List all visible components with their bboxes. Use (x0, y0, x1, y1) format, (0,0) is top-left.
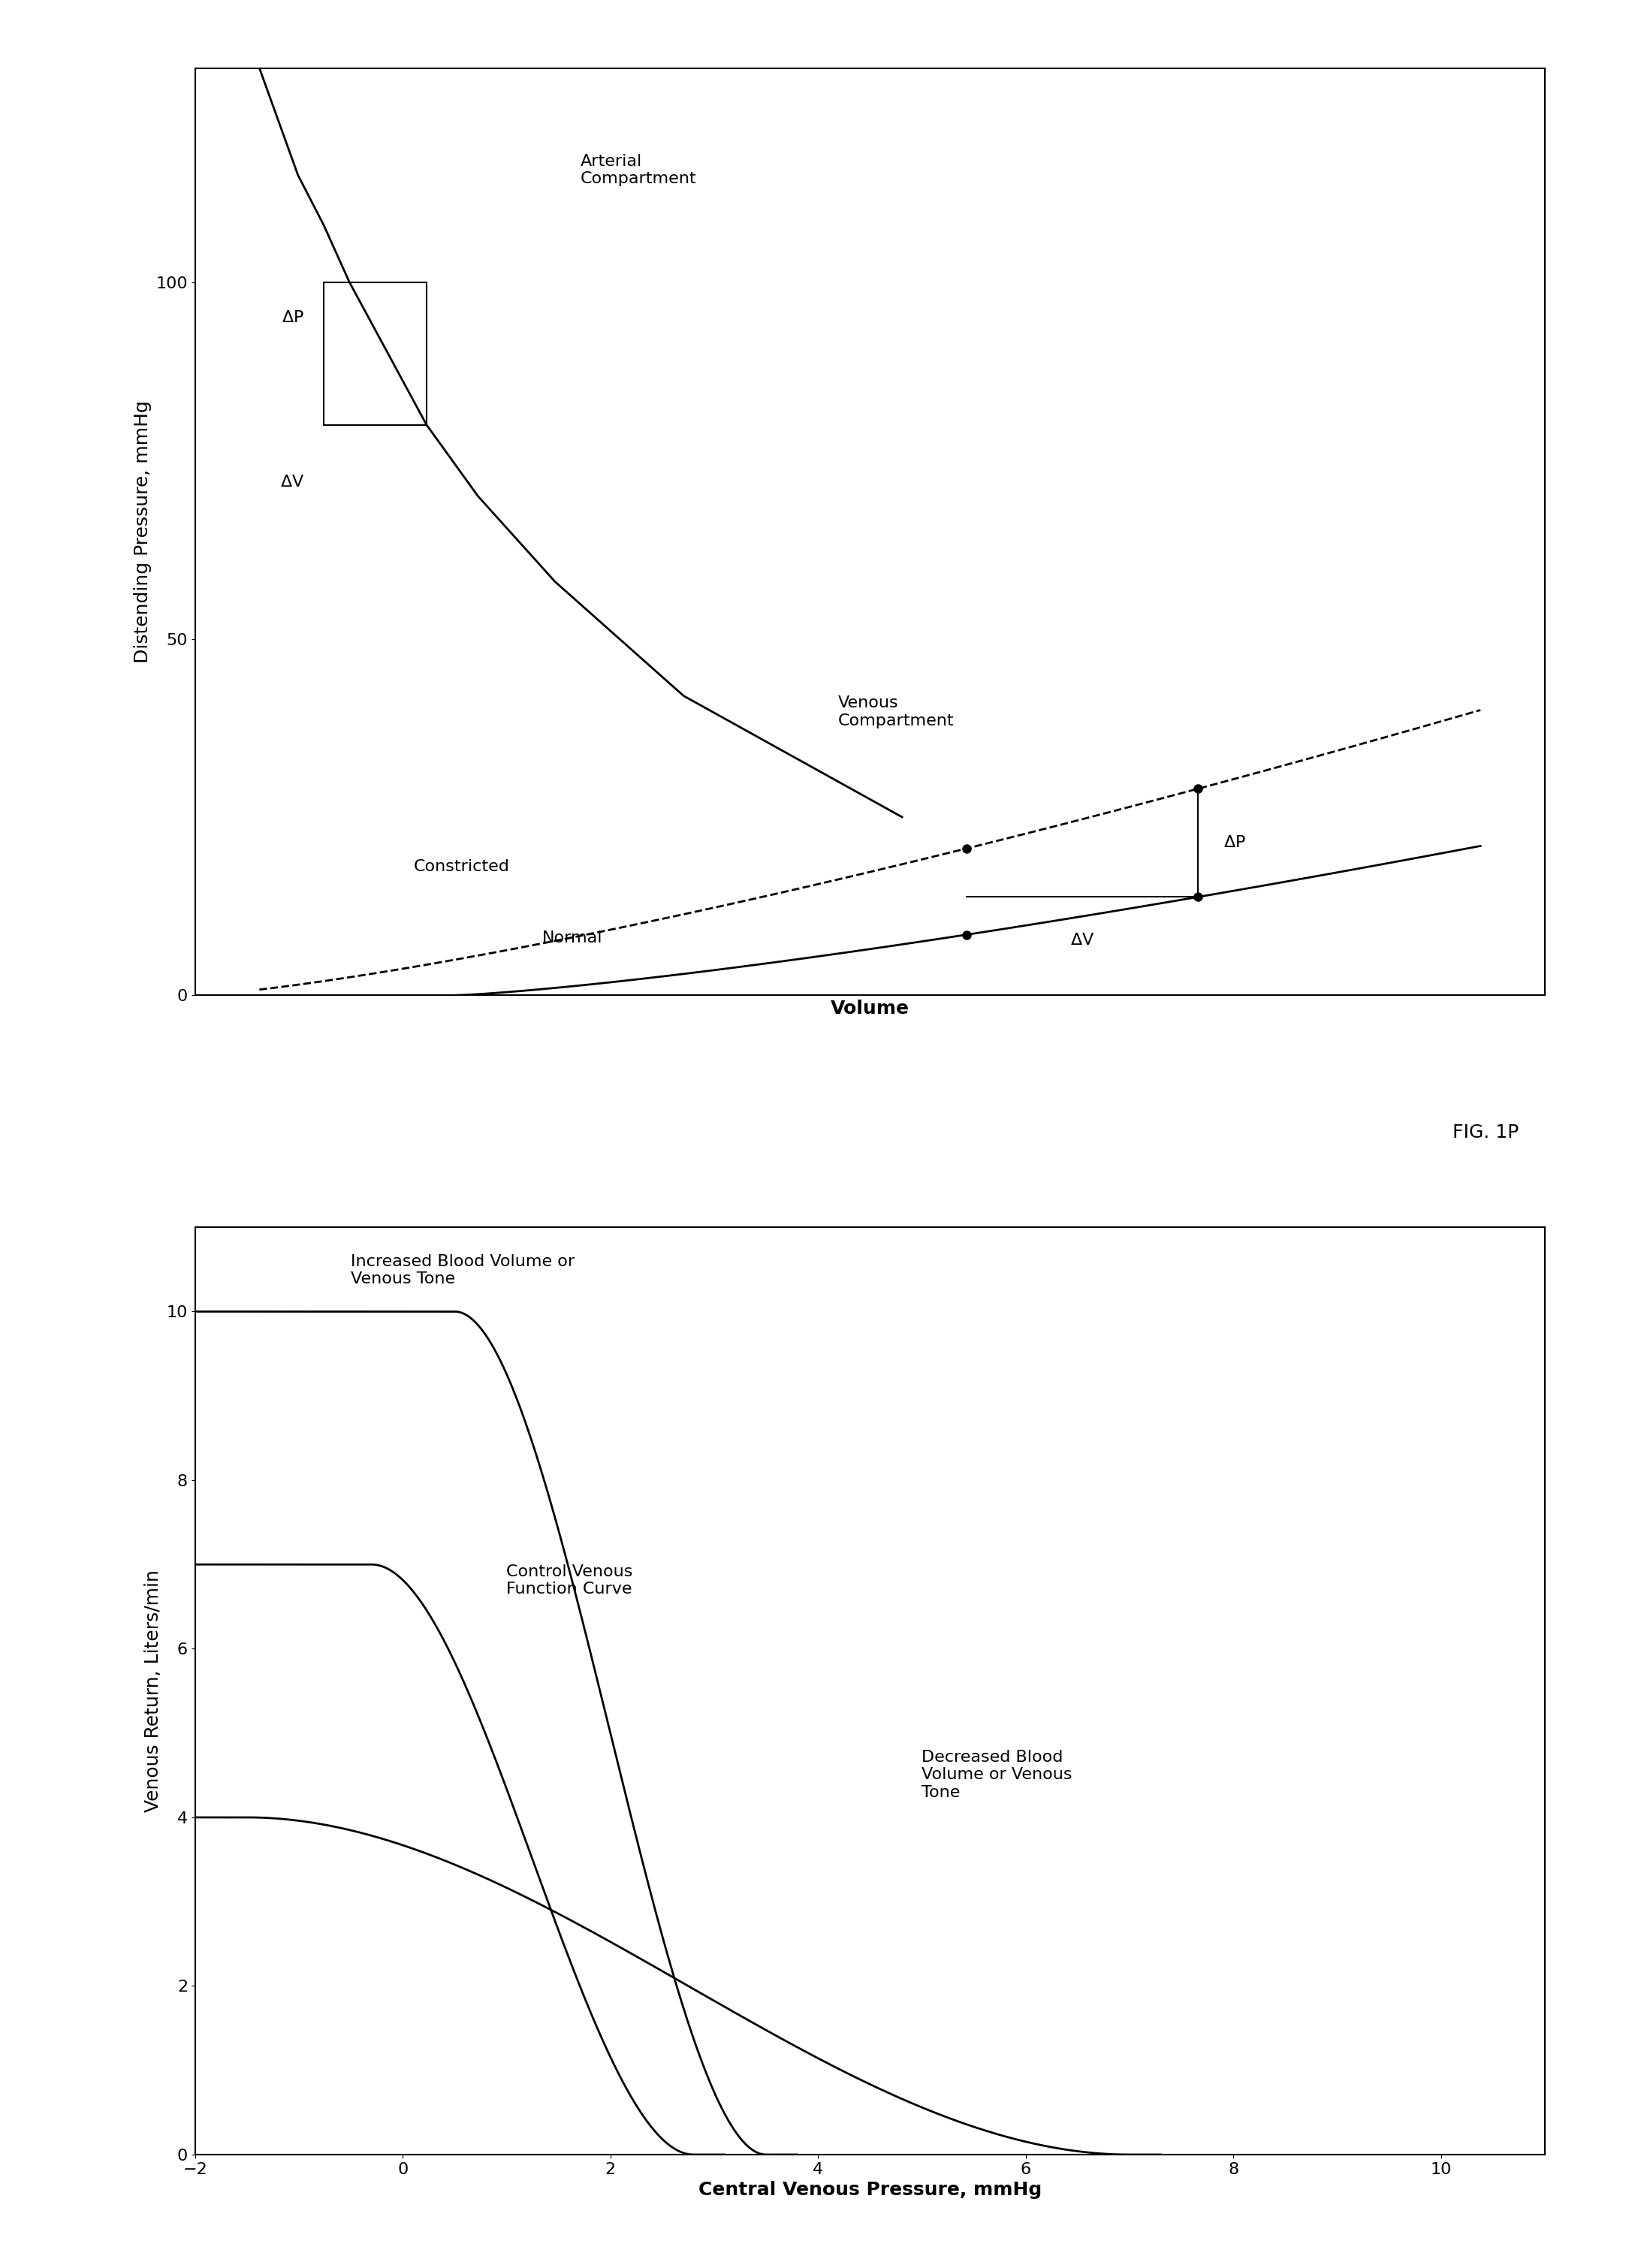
Text: $\Delta$P: $\Delta$P (1223, 835, 1246, 850)
Text: Increased Blood Volume or
Venous Tone: Increased Blood Volume or Venous Tone (351, 1254, 574, 1286)
X-axis label: Central Venous Pressure, mmHg: Central Venous Pressure, mmHg (698, 2182, 1042, 2200)
Text: Decreased Blood
Volume or Venous
Tone: Decreased Blood Volume or Venous Tone (922, 1751, 1073, 1801)
Text: $\Delta$V: $\Delta$V (1070, 932, 1094, 948)
Text: $\Delta$P: $\Delta$P (281, 311, 304, 324)
Y-axis label: Venous Return, Liters/min: Venous Return, Liters/min (145, 1569, 163, 1812)
Text: Normal: Normal (541, 930, 603, 946)
Text: Control Venous
Function Curve: Control Venous Function Curve (507, 1565, 633, 1597)
Text: Constricted: Constricted (413, 860, 509, 875)
X-axis label: Volume: Volume (831, 1000, 909, 1018)
Text: Venous
Compartment: Venous Compartment (837, 696, 954, 728)
Y-axis label: Distending Pressure, mmHg: Distending Pressure, mmHg (133, 401, 151, 662)
Text: $\Delta$V: $\Delta$V (280, 474, 304, 490)
Text: Arterial
Compartment: Arterial Compartment (580, 154, 698, 186)
Text: FIG. 1P: FIG. 1P (1452, 1125, 1519, 1141)
